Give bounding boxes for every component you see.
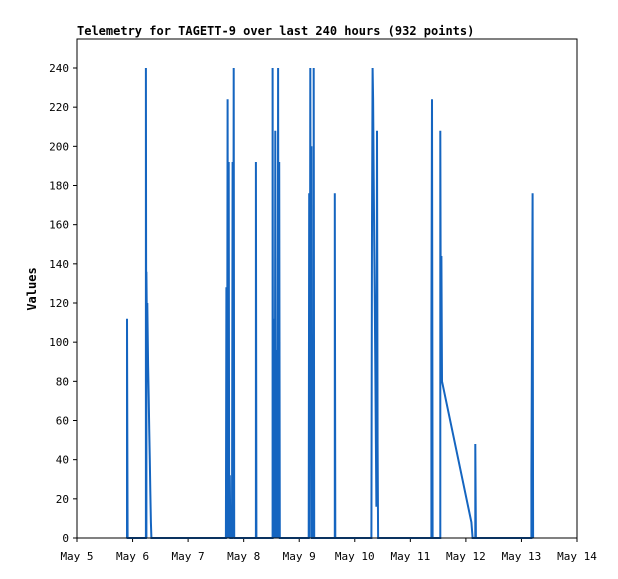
x-tick-label: May 13 xyxy=(502,550,542,563)
y-tick-label: 240 xyxy=(49,62,69,75)
y-tick-label: 160 xyxy=(49,219,69,232)
y-tick-label: 0 xyxy=(62,532,69,545)
x-tick-label: May 11 xyxy=(390,550,430,563)
y-axis-label: Values xyxy=(25,267,39,310)
plot-frame xyxy=(76,38,578,539)
x-tick-label: May 14 xyxy=(557,550,597,563)
y-tick-label: 20 xyxy=(56,493,69,506)
y-tick-label: 220 xyxy=(49,101,69,114)
y-tick-label: 180 xyxy=(49,180,69,193)
y-tick-label: 200 xyxy=(49,140,69,153)
chart-title: Telemetry for TAGETT-9 over last 240 hou… xyxy=(77,24,474,38)
x-tick-label: May 10 xyxy=(335,550,375,563)
y-tick-label: 120 xyxy=(49,297,69,310)
x-tick-label: May 8 xyxy=(227,550,260,563)
x-tick-label: May 9 xyxy=(283,550,316,563)
y-tick-label: 100 xyxy=(49,336,69,349)
y-tick-label: 60 xyxy=(56,415,69,428)
x-axis-ticks: May 5 May 6 May 7 May 8 May 9 May 10 May 11 May… xyxy=(60,538,597,563)
x-tick-label: May 5 xyxy=(60,550,93,563)
y-tick-label: 80 xyxy=(56,375,69,388)
x-tick-label: May 7 xyxy=(172,550,205,563)
x-tick-label: May 12 xyxy=(446,550,486,563)
y-axis-ticks: 0 20 40 60 80 100 120 140 160 180 200 220 240 xyxy=(49,62,77,545)
y-tick-label: 40 xyxy=(56,454,69,467)
x-tick-label: May 6 xyxy=(116,550,149,563)
y-tick-label: 140 xyxy=(49,258,69,271)
